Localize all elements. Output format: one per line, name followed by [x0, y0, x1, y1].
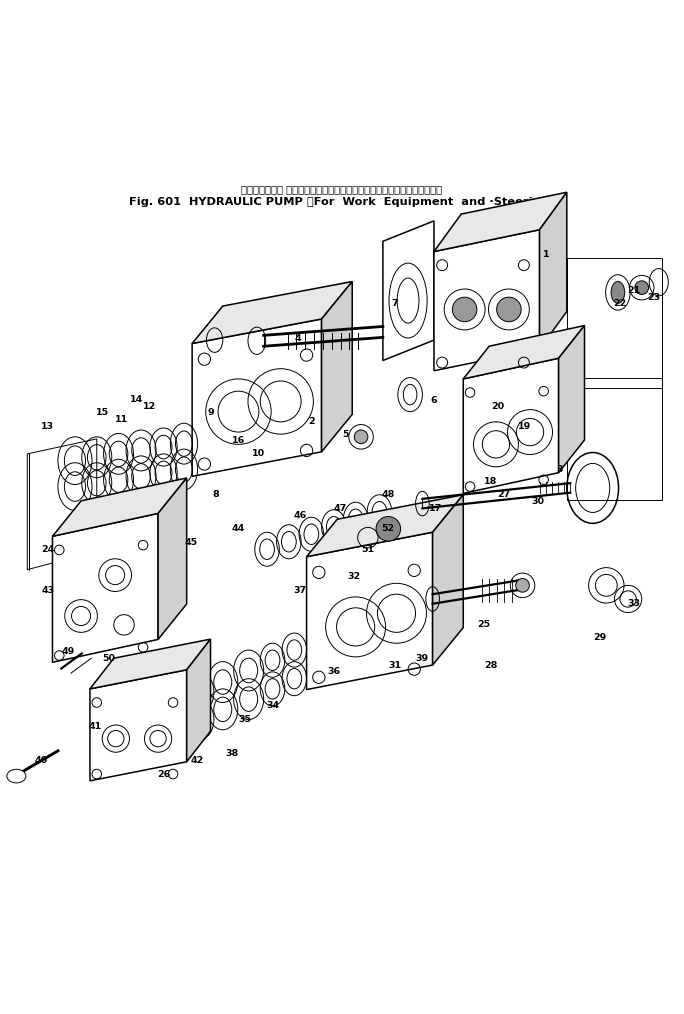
Text: 49: 49: [62, 647, 75, 656]
Text: 1: 1: [543, 250, 550, 260]
Circle shape: [635, 281, 648, 294]
Text: 48: 48: [382, 490, 395, 499]
Text: 13: 13: [41, 422, 54, 431]
Ellipse shape: [611, 282, 624, 303]
Text: 3: 3: [557, 465, 563, 474]
Text: 25: 25: [477, 620, 490, 629]
Text: 50: 50: [103, 654, 116, 663]
Polygon shape: [187, 639, 211, 762]
Polygon shape: [383, 221, 434, 361]
Text: 4: 4: [294, 334, 301, 343]
Text: 29: 29: [593, 634, 606, 642]
Text: 43: 43: [41, 586, 54, 594]
Text: 30: 30: [531, 497, 544, 506]
Text: 39: 39: [416, 654, 429, 663]
Text: 19: 19: [518, 422, 531, 431]
Text: 41: 41: [89, 722, 102, 731]
Polygon shape: [463, 358, 559, 494]
Text: 2: 2: [308, 418, 315, 426]
Circle shape: [516, 579, 529, 592]
Text: 32: 32: [347, 572, 361, 581]
Polygon shape: [434, 230, 540, 371]
Text: 46: 46: [293, 511, 306, 519]
Text: 5: 5: [342, 430, 349, 439]
Ellipse shape: [7, 770, 26, 783]
Polygon shape: [559, 325, 585, 473]
Text: 14: 14: [130, 394, 143, 404]
Text: 22: 22: [614, 299, 627, 308]
Polygon shape: [463, 325, 585, 379]
Text: 12: 12: [143, 402, 157, 411]
Text: 44: 44: [232, 524, 245, 533]
Polygon shape: [306, 495, 463, 557]
Text: 27: 27: [497, 490, 511, 499]
Polygon shape: [192, 282, 352, 344]
Polygon shape: [192, 319, 321, 477]
Text: 38: 38: [225, 749, 238, 758]
Text: ハイドロリック ポンプ（ワークイクイップメントおよびステアリング用）: ハイドロリック ポンプ（ワークイクイップメントおよびステアリング用）: [241, 185, 443, 195]
Text: 8: 8: [213, 490, 220, 499]
Text: 7: 7: [392, 299, 399, 308]
Text: 51: 51: [361, 545, 374, 554]
Text: 47: 47: [334, 504, 347, 513]
Polygon shape: [540, 193, 567, 349]
Text: 18: 18: [484, 477, 497, 486]
Text: 20: 20: [490, 402, 504, 411]
Text: 23: 23: [648, 293, 661, 302]
Text: 36: 36: [327, 667, 341, 676]
Text: 10: 10: [252, 449, 265, 458]
Polygon shape: [321, 282, 352, 452]
Text: 42: 42: [191, 755, 205, 765]
Text: 6: 6: [431, 395, 437, 405]
Text: 21: 21: [627, 286, 640, 295]
Polygon shape: [90, 639, 211, 689]
Polygon shape: [90, 670, 187, 781]
Text: 28: 28: [484, 660, 497, 669]
Text: 37: 37: [293, 586, 306, 594]
Circle shape: [354, 430, 368, 444]
Polygon shape: [306, 532, 432, 690]
Text: 52: 52: [382, 524, 395, 533]
Circle shape: [452, 297, 477, 321]
Text: 15: 15: [96, 409, 109, 418]
Text: 45: 45: [184, 537, 197, 547]
Text: 9: 9: [208, 409, 215, 418]
Text: 33: 33: [627, 599, 640, 608]
Text: 35: 35: [239, 715, 252, 724]
Polygon shape: [53, 513, 158, 662]
Text: 26: 26: [157, 770, 170, 779]
Text: 16: 16: [232, 436, 245, 445]
Polygon shape: [53, 478, 187, 536]
Circle shape: [376, 516, 401, 541]
Text: 31: 31: [389, 660, 402, 669]
Text: 34: 34: [266, 702, 279, 711]
Text: 17: 17: [430, 504, 443, 513]
Text: 11: 11: [116, 416, 129, 424]
Text: Fig. 601  HYDRAULIC PUMP （For  Work  Equipment  and ·Steering）: Fig. 601 HYDRAULIC PUMP （For Work Equipm…: [129, 198, 555, 208]
Text: 24: 24: [41, 545, 54, 554]
Polygon shape: [432, 495, 463, 665]
Polygon shape: [434, 193, 567, 251]
Polygon shape: [158, 478, 187, 640]
Circle shape: [497, 297, 521, 321]
Text: 40: 40: [34, 755, 47, 765]
